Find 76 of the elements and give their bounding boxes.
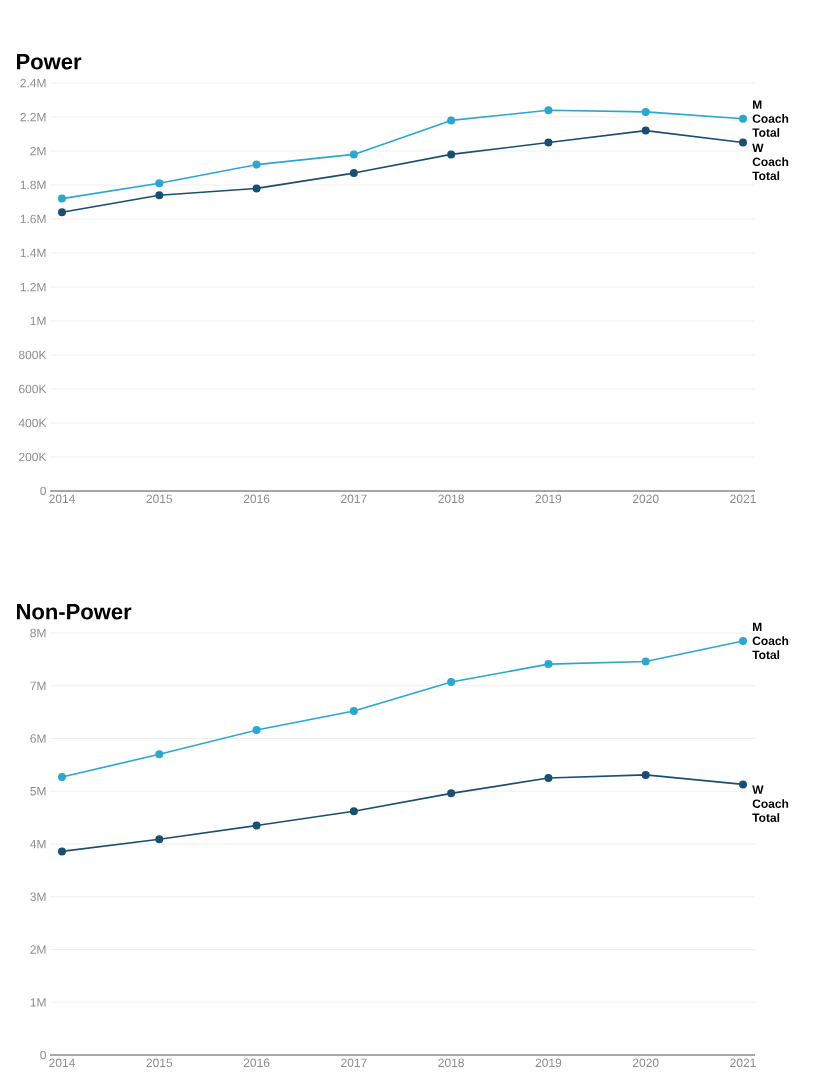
point (641, 107, 650, 116)
y-tick-label: 1M (30, 316, 46, 326)
y-tick-label: 3M (30, 892, 46, 901)
point (641, 126, 650, 135)
point (155, 835, 164, 844)
y-tick-label: 0 (40, 486, 46, 496)
series-label: M Coach Total (752, 622, 789, 660)
y-tick-label: 0 (40, 1050, 46, 1060)
x-tick-label: 2014 (49, 1058, 75, 1068)
series-label: W Coach Total (752, 143, 789, 181)
y-tick-label: 5M (30, 787, 46, 796)
y-tick-label: 7M (30, 681, 46, 690)
x-tick-label: 2018 (438, 1058, 464, 1068)
y-tick-label: 6M (30, 734, 46, 743)
x-tick-label: 2015 (146, 1058, 173, 1068)
y-tick-label: 1.8M (20, 180, 46, 190)
point (641, 657, 650, 666)
y-tick-label: 2.4M (20, 78, 46, 88)
point (349, 169, 358, 178)
y-tick-label: 2M (30, 146, 46, 156)
x-tick-label: 2015 (146, 494, 173, 504)
point (544, 106, 553, 115)
y-tick-label: 4M (30, 839, 46, 849)
point (155, 750, 164, 759)
y-tick-label: 1.4M (20, 248, 46, 258)
point (252, 821, 261, 830)
point (544, 774, 553, 783)
x-tick-label: 2017 (341, 1058, 367, 1068)
x-tick-label: 2020 (632, 494, 659, 504)
point (252, 160, 261, 169)
x-tick-label: 2017 (341, 494, 367, 504)
point (739, 138, 747, 147)
series-label: W Coach Total (752, 785, 789, 822)
point (58, 208, 66, 217)
y-tick-label: 800K (18, 350, 47, 360)
x-tick-label: 2021 (730, 494, 756, 504)
point (447, 116, 456, 125)
point (58, 847, 66, 856)
y-tick-label: 400K (18, 418, 47, 428)
point (447, 150, 456, 159)
y-tick-label: 1.2M (20, 282, 46, 292)
point (155, 191, 164, 200)
point (739, 114, 747, 123)
point (447, 678, 456, 687)
series-label: M Coach Total (752, 100, 789, 137)
x-tick-label: 2018 (438, 494, 464, 504)
y-tick-label: 1.6M (20, 214, 46, 224)
point (58, 773, 66, 782)
point (739, 780, 747, 789)
point (739, 636, 747, 645)
point (58, 194, 66, 203)
y-tick-label: 600K (19, 384, 47, 394)
x-tick-label: 2016 (243, 1058, 270, 1068)
x-tick-label: 2014 (49, 494, 75, 504)
point (252, 184, 261, 193)
point (349, 150, 358, 159)
point (155, 179, 164, 188)
y-tick-label: 2M (30, 945, 46, 954)
chart-title: Power (17, 54, 82, 70)
point (252, 726, 261, 735)
point (641, 770, 650, 779)
x-tick-label: 2020 (632, 1058, 659, 1068)
point (447, 789, 456, 798)
x-tick-label: 2016 (243, 494, 270, 504)
point (349, 707, 358, 716)
point (544, 138, 553, 147)
y-tick-label: 2.2M (20, 112, 46, 122)
x-tick-label: 2019 (535, 494, 562, 504)
chart-title: Non-Power (17, 604, 132, 620)
x-tick-label: 2021 (730, 1058, 756, 1068)
y-tick-label: 8M (30, 628, 46, 638)
x-tick-label: 2019 (535, 1058, 562, 1068)
point (544, 660, 553, 669)
y-tick-label: 200K (19, 452, 47, 462)
point (349, 807, 358, 816)
y-tick-label: 1M (30, 998, 46, 1007)
